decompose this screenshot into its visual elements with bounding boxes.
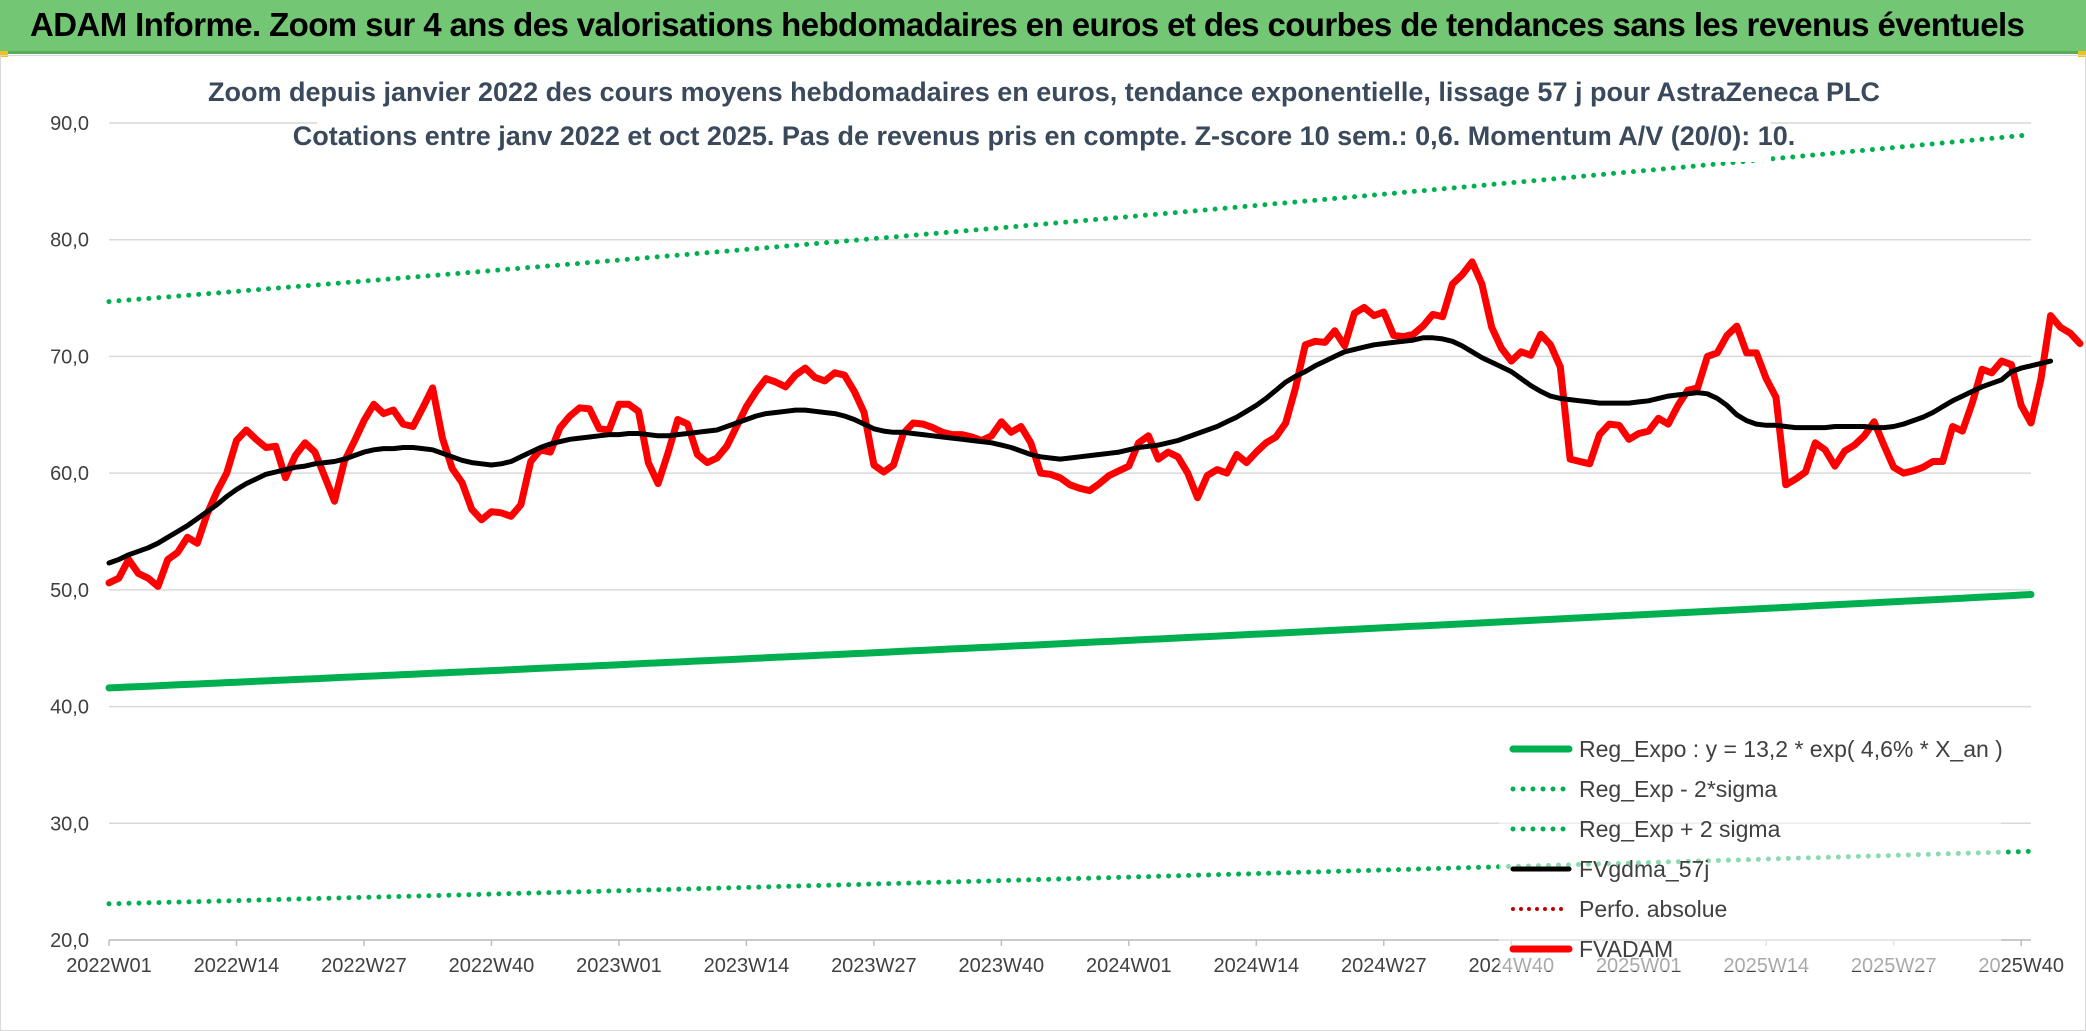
x-tick-label: 2022W14	[194, 955, 280, 977]
y-tick-label: 40,0	[50, 697, 89, 719]
series-fvgdma-57j-3	[106, 335, 2054, 566]
x-tick-label: 2024W14	[1214, 955, 1300, 977]
y-tick-label: 20,0	[50, 930, 89, 952]
axis-labels: 20,0 30,0 40,0 50,0 60,0 70,0 80,0 90,0 2022W01 2…	[50, 113, 2064, 977]
legend-backdrop	[1499, 721, 2001, 971]
series-reg-expo-0	[105, 591, 2035, 692]
series-fvadam-5	[105, 258, 2084, 590]
y-tick-label: 90,0	[50, 113, 89, 135]
x-tick-label: 2024W27	[1341, 955, 1427, 977]
legend-label: Reg_Exp + 2 sigma	[1579, 816, 1781, 842]
legend-label: FVADAM	[1579, 936, 1673, 962]
x-tick-label: 2024W01	[1086, 955, 1172, 977]
series-reg-exp-2	[106, 132, 2034, 305]
legend-label: Reg_Expo : y = 13,2 * exp( 4,6% * X_an )	[1579, 736, 2003, 762]
y-tick-label: 80,0	[50, 230, 89, 252]
chart-title-line2: Cotations entre janv 2022 et oct 2025. P…	[293, 121, 1796, 151]
chart-title-line1: Zoom depuis janvier 2022 des cours moyen…	[208, 77, 1880, 107]
y-tick-label: 30,0	[50, 813, 89, 835]
x-tick-label: 2023W14	[704, 955, 790, 977]
x-tick-label: 2023W01	[576, 955, 662, 977]
legend: Reg_Expo : y = 13,2 * exp( 4,6% * X_an )…	[1499, 721, 2003, 971]
title-backdrop	[317, 58, 1771, 162]
legend-label: Perfo. absolue	[1579, 896, 1727, 922]
chart-area: 20,0 30,0 40,0 50,0 60,0 70,0 80,0 90,0 2022W01 2…	[0, 55, 2086, 1031]
x-tick-label: 2022W40	[449, 955, 535, 977]
report-title: ADAM Informe. Zoom sur 4 ans des valoris…	[30, 6, 2025, 43]
x-tick-label: 2023W40	[959, 955, 1045, 977]
x-tick-label: 2022W01	[66, 955, 152, 977]
y-tick-label: 50,0	[50, 580, 89, 602]
y-tick-label: 60,0	[50, 463, 89, 485]
y-tick-label: 70,0	[50, 346, 89, 368]
x-tick-label: 2023W27	[831, 955, 917, 977]
x-tick-label: 2022W27	[321, 955, 407, 977]
corner-mark-right	[2078, 51, 2086, 57]
report-header: ADAM Informe. Zoom sur 4 ans des valoris…	[0, 0, 2086, 54]
chart-svg: 20,0 30,0 40,0 50,0 60,0 70,0 80,0 90,0 2022W01 2…	[50, 58, 2084, 977]
legend-label: FVgdma_57j	[1579, 856, 1709, 882]
legend-label: Reg_Exp - 2*sigma	[1579, 776, 1777, 802]
corner-mark-left	[0, 51, 8, 57]
